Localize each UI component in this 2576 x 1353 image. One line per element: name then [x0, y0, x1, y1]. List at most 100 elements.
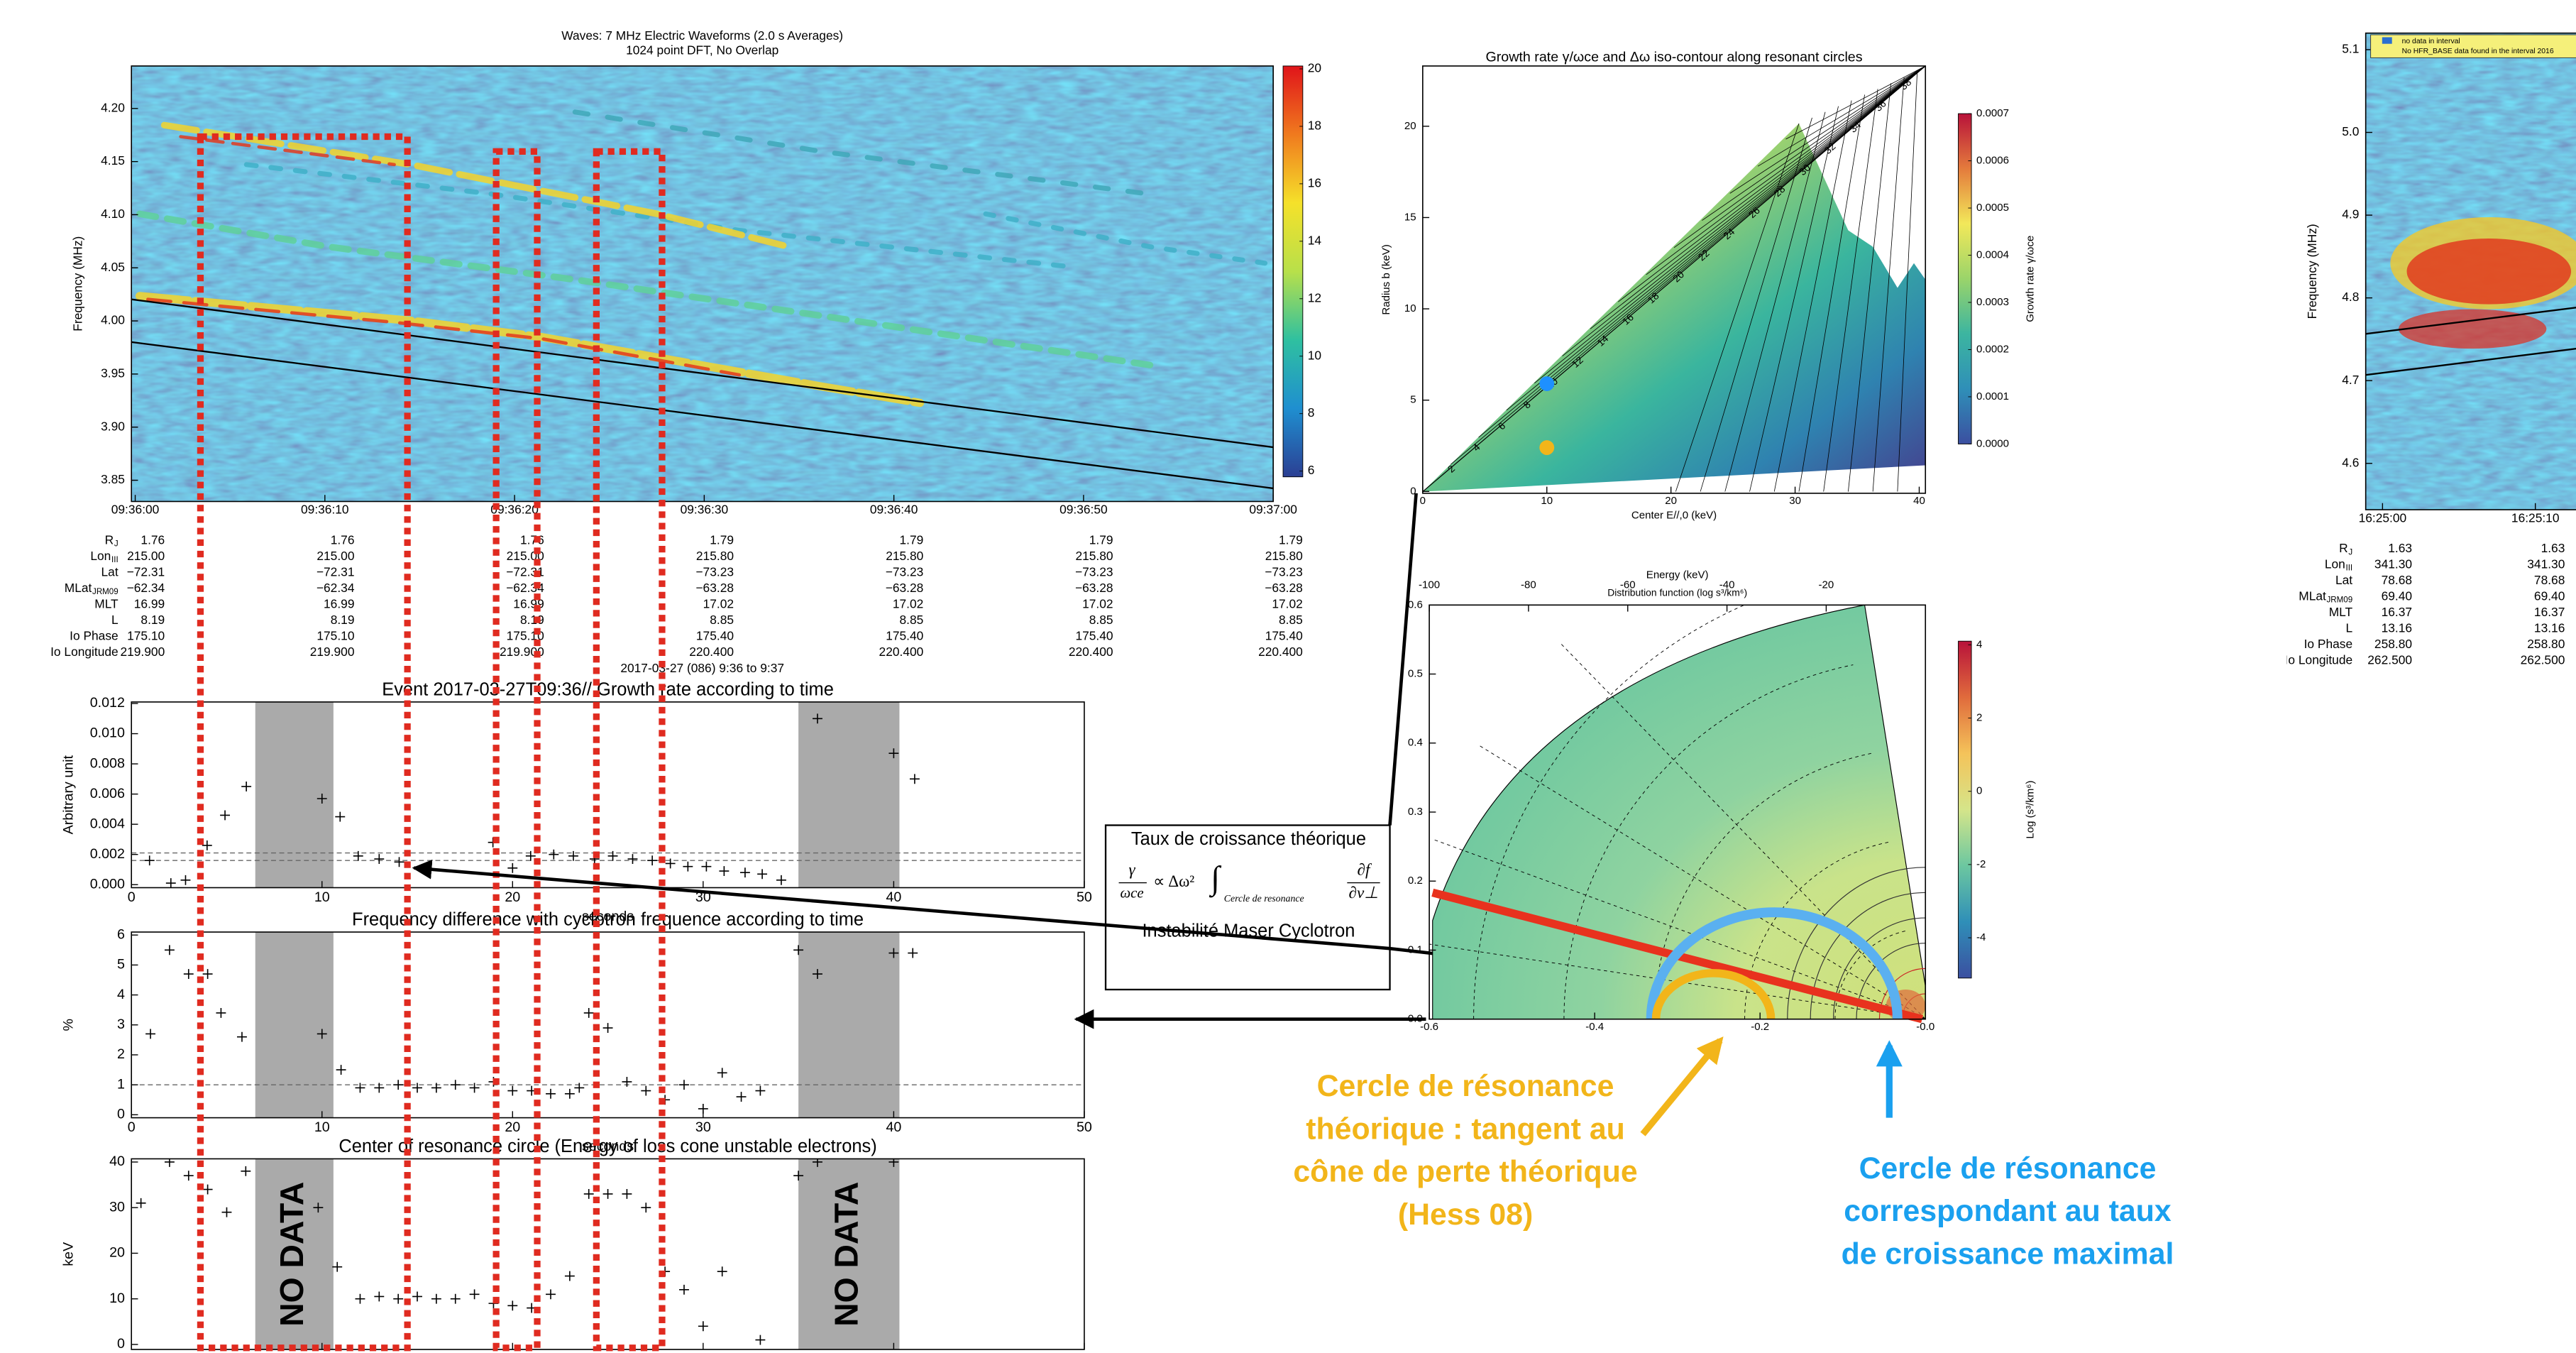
colorbar — [1959, 641, 1972, 978]
data-point — [584, 1008, 594, 1018]
ephemeris-label: Lat — [2335, 573, 2352, 587]
ephemeris-label: L — [111, 613, 119, 627]
y-tick-label: 4.10 — [101, 207, 125, 221]
data-point — [145, 1029, 155, 1039]
x-tick-label: 09:36:40 — [870, 503, 918, 517]
y-tick-label: 3.85 — [101, 472, 125, 486]
data-point — [701, 862, 711, 872]
y-tick-label: 2 — [117, 1046, 125, 1062]
formula-dden: ∂v⊥ — [1349, 884, 1379, 902]
colorbar-tick-label: 0.0000 — [1976, 437, 2009, 449]
x-tick-label: 20 — [505, 1119, 520, 1135]
ephemeris-value: 17.02 — [893, 596, 923, 610]
ephemeris-label: MLT — [94, 596, 119, 610]
data-point — [507, 863, 517, 873]
no-data-label: NO DATA — [828, 1182, 865, 1327]
chart-title: Growth rate γ/ωce and Δω iso-contour alo… — [1485, 50, 1862, 65]
data-point — [603, 1189, 613, 1199]
ephemeris-label: Lon — [90, 549, 111, 563]
colorbar-tick-label: 8 — [1308, 405, 1315, 420]
y-tick-label: 0.002 — [90, 846, 125, 862]
x-tick-label: 09:36:50 — [1059, 503, 1108, 517]
y-tick-label: 5 — [117, 957, 125, 973]
ephemeris-label: Io Longitude — [50, 645, 119, 659]
plot-area — [131, 702, 1084, 888]
colorbar — [1959, 114, 1972, 444]
plot-area — [131, 66, 1273, 501]
x-tick-label: -0.4 — [1585, 1021, 1604, 1033]
chart: 0.00.10.20.30.40.50.6-0.6-0.4-0.2-0.0-10… — [1406, 569, 2037, 1033]
ephemeris-value: 215.80 — [886, 549, 923, 563]
chart-title: Frequency difference with cyclotron freq… — [352, 910, 864, 930]
ephemeris-value: 78.68 — [2382, 573, 2412, 587]
data-point — [203, 1185, 213, 1195]
ephemeris-value: 8.19 — [141, 613, 165, 627]
y-tick-label: 3 — [117, 1017, 125, 1032]
ephemeris-value: 16.99 — [134, 596, 165, 610]
data-point — [603, 1023, 613, 1033]
ephemeris-sub: JRM09 — [92, 588, 119, 596]
colorbar-tick-label: -2 — [1976, 858, 1986, 870]
y-tick-label: 0.6 — [1408, 598, 1423, 610]
chart: 0.0000.0020.0040.0060.0080.0100.01201020… — [60, 679, 1091, 924]
y-tick-label: 0.012 — [90, 695, 125, 711]
x-tick-label: -0.2 — [1751, 1021, 1769, 1033]
data-point — [220, 810, 230, 820]
ephemeris-label: L — [2345, 620, 2352, 635]
ephemeris-value: 1.63 — [2388, 541, 2412, 555]
ephemeris-value: 175.40 — [696, 628, 734, 642]
y-axis-label: Frequency (MHz) — [2305, 224, 2319, 319]
no-data-band — [798, 932, 899, 1118]
data-point — [395, 857, 404, 867]
iso-contour — [1730, 66, 1925, 193]
x-tick-label: 0 — [128, 1119, 136, 1135]
plot-area — [2366, 33, 2576, 510]
colorbar-tick-label: 2 — [1976, 712, 1982, 724]
y-tick-label: 20 — [109, 1245, 125, 1261]
ephemeris-value: 1.79 — [1089, 533, 1113, 547]
data-point — [374, 1292, 384, 1302]
ephemeris-value: 8.19 — [520, 613, 544, 627]
data-point — [356, 1294, 365, 1304]
ephemeris-label: MLat — [65, 581, 92, 595]
y-tick-label: 4.6 — [2342, 455, 2359, 469]
spectral-feature — [2407, 239, 2572, 305]
ephemeris-value: 220.400 — [879, 645, 924, 659]
colorbar-tick-label: -4 — [1976, 931, 1986, 943]
resonance-marker — [1539, 440, 1554, 455]
ephemeris-value: 220.400 — [1258, 645, 1303, 659]
data-point — [166, 878, 176, 888]
data-point — [647, 855, 657, 865]
y-tick-label: 3.95 — [101, 366, 125, 380]
data-point — [216, 1008, 226, 1018]
x-tick-label: 30 — [1789, 495, 1801, 507]
x-tick-label: 40 — [886, 889, 901, 905]
data-point — [451, 1080, 461, 1090]
ephemeris-value: −73.23 — [695, 564, 734, 579]
colorbar-tick-label: 0 — [1976, 785, 1982, 797]
colorbar-tick-label: 0.0007 — [1976, 107, 2009, 119]
data-point — [222, 1207, 232, 1217]
ephemeris-value: −73.23 — [1075, 564, 1113, 579]
data-point — [412, 1292, 422, 1302]
x-tick-label: 09:36:00 — [111, 503, 160, 517]
data-point — [507, 1300, 517, 1310]
y-tick-label: 0.4 — [1408, 737, 1423, 749]
ephemeris-label: Io Longitude — [2285, 652, 2353, 667]
ephemeris-sub: JRM09 — [2327, 596, 2353, 605]
ephemeris-value: 1.79 — [900, 533, 924, 547]
data-point — [184, 1171, 194, 1181]
annotation-line: théorique : tangent au — [1306, 1112, 1625, 1146]
data-point — [565, 1089, 575, 1099]
ephemeris-value: 220.400 — [1069, 645, 1113, 659]
ephemeris-value: −62.34 — [317, 581, 355, 595]
y-tick-label: 0.3 — [1408, 806, 1423, 818]
y-tick-label: 0.000 — [90, 876, 125, 892]
orange-annotation: Cercle de résonance théorique : tangent … — [1293, 1069, 1637, 1232]
y-axis-label: Frequency (MHz) — [71, 236, 85, 332]
spectral-feature — [2399, 310, 2546, 349]
data-point — [136, 1198, 146, 1208]
chart: 3.853.903.954.004.054.104.154.2009:36:00… — [50, 28, 1321, 675]
colorbar-tick-label: 0.0002 — [1976, 343, 2009, 355]
x-tick-label: 10 — [314, 889, 330, 905]
